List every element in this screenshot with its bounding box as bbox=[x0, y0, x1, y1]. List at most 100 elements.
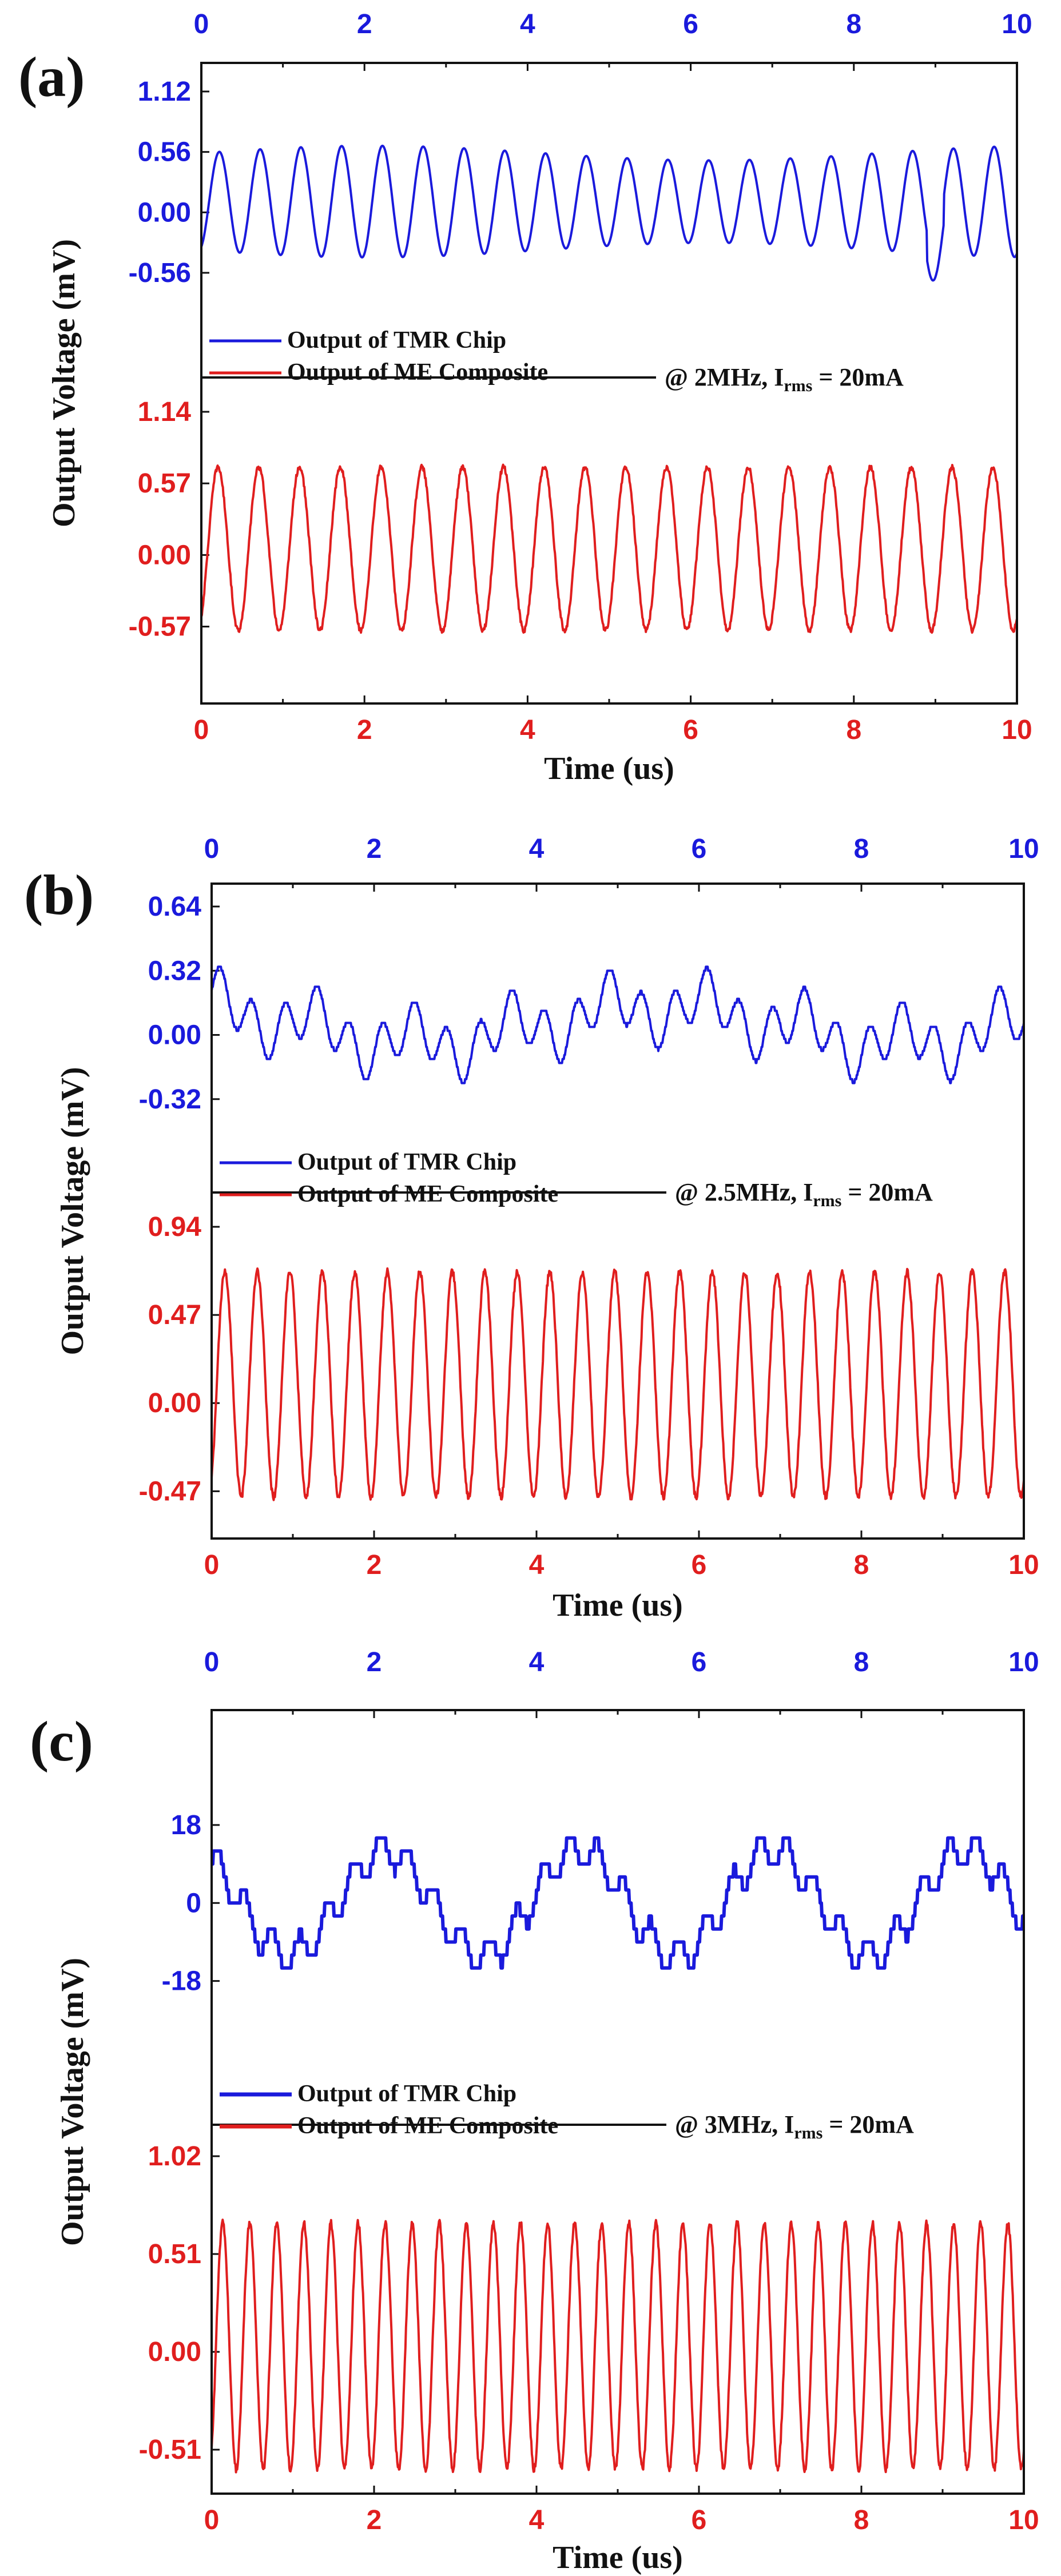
y-tick-label: 0.00 bbox=[148, 1020, 201, 1051]
annotation-suffix: = 20mA bbox=[812, 363, 904, 391]
x-tick-label-bottom: 4 bbox=[520, 715, 535, 745]
x-tick-label-bottom: 6 bbox=[683, 715, 698, 745]
y-tick-label: 1.14 bbox=[138, 397, 192, 427]
frequency-current-annotation: @ 2.5MHz, Irms = 20mA bbox=[675, 1178, 933, 1210]
annotation-suffix: = 20mA bbox=[822, 2110, 914, 2138]
annotation-prefix: @ 2.5MHz, I bbox=[675, 1178, 813, 1206]
plot-frame bbox=[210, 882, 1025, 1540]
x-tick-label-top: 0 bbox=[194, 9, 209, 39]
frequency-current-annotation: @ 2MHz, Irms = 20mA bbox=[665, 363, 904, 395]
annotation-background bbox=[666, 2104, 1032, 2140]
x-tick-label-top: 8 bbox=[854, 1647, 869, 1677]
x-tick-label-bottom: 4 bbox=[529, 2505, 545, 2535]
y-tick-label: -0.47 bbox=[139, 1476, 201, 1506]
plot-frame bbox=[210, 1709, 1025, 2495]
chart-panel-c: (c) Output Voltage (mV) Time (us) 0 0 2 2 4 4 6 6 8… bbox=[30, 1647, 1039, 2575]
y-tick-label: 0.94 bbox=[148, 1212, 202, 1242]
x-tick-label-bottom: 4 bbox=[529, 1550, 545, 1580]
y-tick-label: -0.32 bbox=[139, 1084, 201, 1115]
x-tick-label-top: 0 bbox=[204, 834, 220, 864]
annotation-prefix: @ 2MHz, I bbox=[665, 363, 784, 391]
annotation-subscript: rms bbox=[813, 1191, 841, 1210]
panel-label: (c) bbox=[30, 1710, 93, 1773]
x-tick-label-bottom: 0 bbox=[194, 715, 209, 745]
x-axis-title: Time (us) bbox=[553, 2540, 683, 2575]
x-tick-label-top: 10 bbox=[1008, 1647, 1039, 1677]
x-tick-label-top: 10 bbox=[1008, 834, 1039, 864]
legend: Output of TMR Chip Output of ME Composite bbox=[220, 2081, 558, 2139]
annotation-subscript: rms bbox=[794, 2124, 822, 2142]
x-tick-label-top: 4 bbox=[529, 1647, 545, 1677]
y-axis-title: Output Voltage (mV) bbox=[46, 239, 82, 527]
y-tick-label: 1.12 bbox=[138, 77, 191, 107]
legend-label-tmr: Output of TMR Chip bbox=[297, 1149, 516, 1175]
x-tick-label-top: 2 bbox=[367, 1647, 382, 1677]
y-tick-label: -0.51 bbox=[139, 2435, 201, 2465]
y-tick-label: 0 bbox=[186, 1888, 201, 1918]
frequency-current-annotation: @ 3MHz, Irms = 20mA bbox=[675, 2110, 914, 2142]
annotation-suffix: = 20mA bbox=[841, 1178, 933, 1206]
plot-frame bbox=[200, 62, 1018, 705]
y-tick-label: 0.56 bbox=[138, 137, 191, 168]
me-composite-waveform bbox=[210, 2219, 1025, 2474]
x-tick-label-bottom: 2 bbox=[367, 2505, 382, 2535]
tmr-chip-waveform bbox=[210, 965, 1025, 1084]
y-tick-label: 0.00 bbox=[148, 2337, 201, 2367]
legend: Output of TMR Chip Output of ME Composite bbox=[209, 327, 548, 385]
x-tick-label-top: 10 bbox=[1002, 9, 1032, 39]
x-tick-label-bottom: 2 bbox=[367, 1550, 382, 1580]
chart-panel-a: (a) Output Voltage (mV) Time (us) 0 0 2 2 4 4 6 6 8… bbox=[18, 9, 1032, 786]
legend-label-tmr: Output of TMR Chip bbox=[287, 327, 506, 353]
y-tick-label: 18 bbox=[171, 1810, 201, 1840]
x-tick-label-bottom: 6 bbox=[692, 1550, 707, 1580]
y-tick-label: 0.00 bbox=[138, 197, 191, 228]
tmr-chip-waveform bbox=[210, 1836, 1025, 1970]
x-tick-label-bottom: 2 bbox=[357, 715, 372, 745]
x-tick-label-top: 8 bbox=[854, 834, 869, 864]
y-tick-label: 0.64 bbox=[148, 892, 202, 922]
y-tick-label: 0.51 bbox=[148, 2239, 201, 2269]
x-tick-label-bottom: 8 bbox=[854, 2505, 869, 2535]
y-tick-label: 0.57 bbox=[138, 468, 191, 499]
annotation-background bbox=[666, 1172, 1032, 1207]
x-tick-label-bottom: 10 bbox=[1008, 2505, 1039, 2535]
y-tick-label: -0.57 bbox=[129, 612, 191, 642]
legend: Output of TMR Chip Output of ME Composite bbox=[220, 1149, 558, 1207]
annotation-prefix: @ 3MHz, I bbox=[675, 2110, 794, 2138]
x-tick-label-bottom: 8 bbox=[854, 1550, 869, 1580]
annotation-background bbox=[656, 357, 1022, 392]
x-tick-label-top: 4 bbox=[529, 834, 545, 864]
y-tick-label: 0.00 bbox=[138, 540, 191, 570]
x-tick-label-bottom: 6 bbox=[692, 2505, 707, 2535]
panel-label: (a) bbox=[18, 45, 85, 109]
me-composite-waveform bbox=[210, 1267, 1025, 1501]
y-tick-label: 0.47 bbox=[148, 1300, 201, 1330]
x-tick-label-bottom: 10 bbox=[1008, 1550, 1039, 1580]
x-tick-label-top: 2 bbox=[357, 9, 372, 39]
y-tick-label: 0.00 bbox=[148, 1388, 201, 1418]
x-tick-label-bottom: 8 bbox=[846, 715, 861, 745]
x-tick-label-top: 0 bbox=[204, 1647, 220, 1677]
x-tick-label-bottom: 10 bbox=[1002, 715, 1032, 745]
me-composite-waveform bbox=[200, 463, 1018, 634]
y-tick-label: 0.32 bbox=[148, 956, 201, 986]
y-tick-label: -18 bbox=[162, 1966, 201, 1997]
y-tick-label: -0.56 bbox=[129, 258, 191, 288]
legend-label-me: Output of ME Composite bbox=[297, 1181, 558, 1207]
y-axis-title: Output Voltage (mV) bbox=[55, 1067, 90, 1355]
x-axis-title: Time (us) bbox=[553, 1588, 683, 1623]
legend-label-me: Output of ME Composite bbox=[287, 359, 548, 385]
tmr-chip-waveform bbox=[200, 144, 1018, 282]
annotation-subscript: rms bbox=[784, 376, 812, 395]
y-tick-label: 1.02 bbox=[148, 2141, 201, 2172]
x-axis-title: Time (us) bbox=[544, 751, 674, 786]
x-tick-label-bottom: 0 bbox=[204, 2505, 220, 2535]
x-tick-label-top: 2 bbox=[367, 834, 382, 864]
x-tick-label-top: 6 bbox=[683, 9, 698, 39]
y-axis-title: Output Voltage (mV) bbox=[55, 1958, 90, 2246]
panel-label: (b) bbox=[24, 863, 94, 927]
x-tick-label-bottom: 0 bbox=[204, 1550, 220, 1580]
legend-label-tmr: Output of TMR Chip bbox=[297, 2081, 516, 2107]
x-tick-label-top: 4 bbox=[520, 9, 535, 39]
